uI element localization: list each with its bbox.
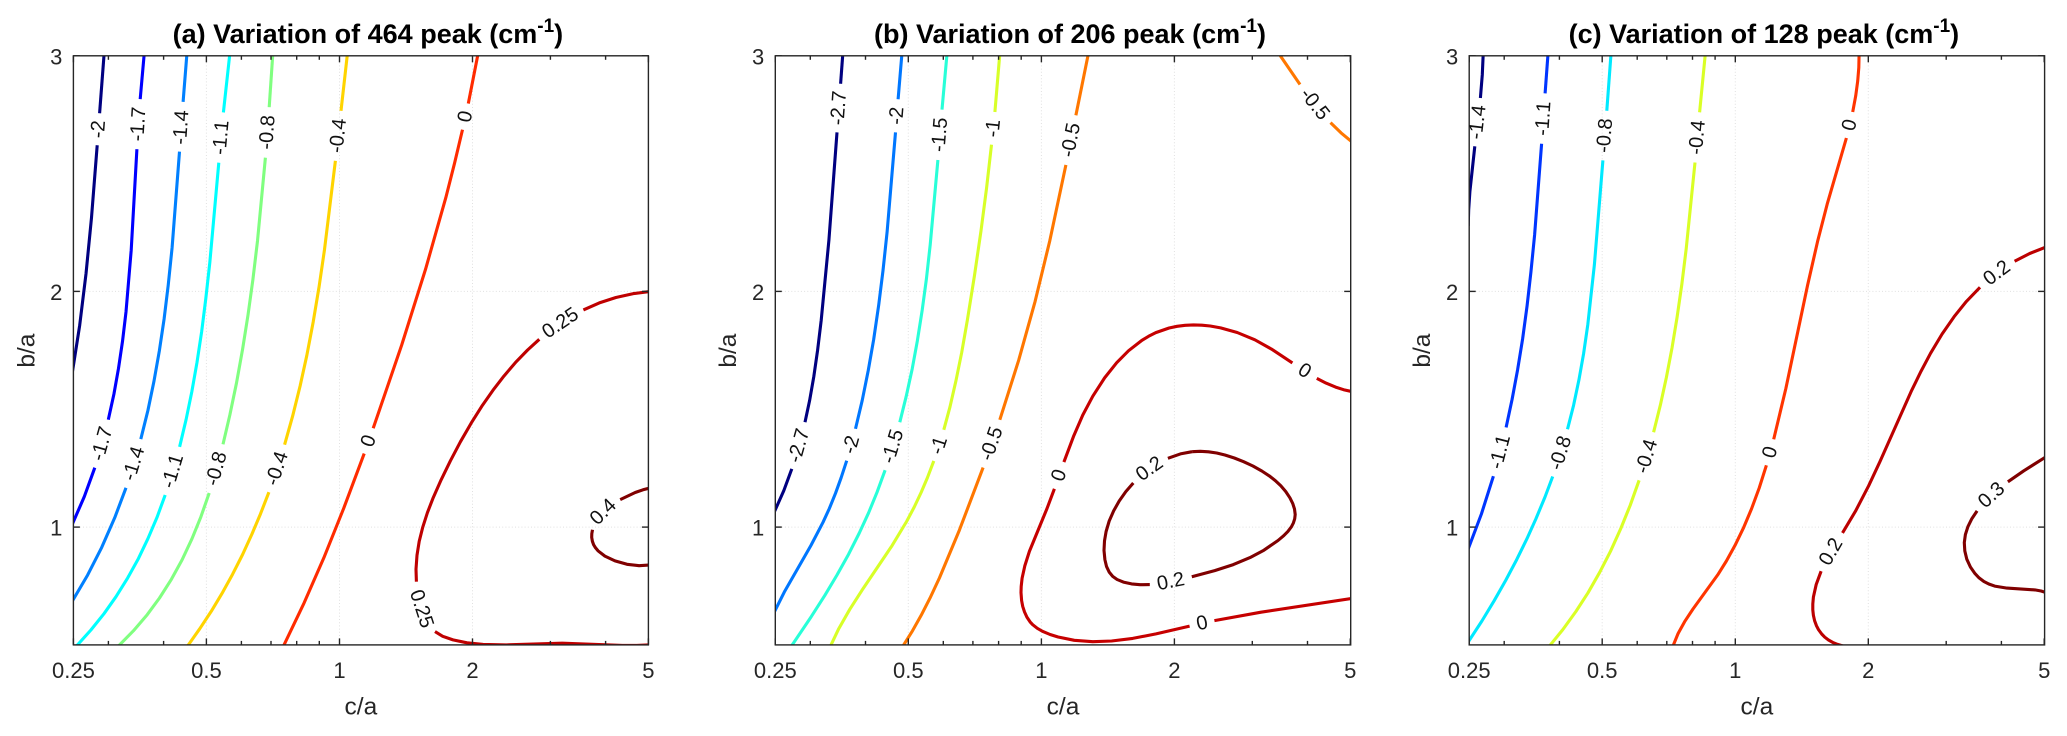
svg-text:-0.8: -0.8 (255, 114, 280, 150)
svg-text:-1.1: -1.1 (209, 119, 234, 155)
svg-text:(b) Variation of 206 peak (cm-: (b) Variation of 206 peak (cm-1) (874, 16, 1266, 49)
svg-text:-1: -1 (981, 118, 1005, 138)
svg-text:2: 2 (1168, 658, 1180, 683)
svg-text:0.2: 0.2 (1155, 568, 1187, 595)
svg-text:2: 2 (1446, 280, 1458, 305)
svg-text:-2: -2 (87, 120, 110, 139)
svg-text:0.25: 0.25 (52, 658, 95, 683)
svg-text:1: 1 (1035, 658, 1047, 683)
svg-text:0: 0 (1194, 611, 1210, 635)
svg-text:c/a: c/a (1047, 694, 1080, 721)
svg-text:2: 2 (1862, 658, 1874, 683)
svg-text:-1.7: -1.7 (126, 106, 150, 142)
svg-text:3: 3 (1446, 44, 1458, 69)
svg-text:b/a: b/a (715, 333, 742, 367)
svg-text:c/a: c/a (1741, 694, 1774, 721)
svg-text:0.25: 0.25 (754, 658, 797, 683)
svg-text:-1: -1 (926, 434, 952, 458)
svg-text:-0.4: -0.4 (1685, 119, 1710, 155)
svg-text:-1.1: -1.1 (1531, 101, 1555, 137)
svg-text:c/a: c/a (345, 694, 378, 721)
svg-text:0.5: 0.5 (1587, 658, 1618, 683)
svg-text:0: 0 (454, 109, 478, 125)
svg-text:0: 0 (1838, 117, 1862, 133)
svg-text:1: 1 (50, 516, 62, 541)
svg-text:5: 5 (2038, 658, 2050, 683)
svg-text:-0.4: -0.4 (325, 117, 351, 154)
svg-text:0.5: 0.5 (893, 658, 924, 683)
svg-text:-1.4: -1.4 (1465, 104, 1491, 141)
svg-text:-2.7: -2.7 (827, 90, 851, 126)
svg-text:0.5: 0.5 (191, 658, 222, 683)
svg-text:5: 5 (642, 658, 654, 683)
svg-text:1: 1 (1729, 658, 1741, 683)
svg-text:b/a: b/a (1409, 333, 1436, 367)
svg-text:(c) Variation of 128 peak (cm-: (c) Variation of 128 peak (cm-1) (1569, 16, 1960, 49)
svg-text:5: 5 (1344, 658, 1356, 683)
svg-text:-2: -2 (838, 433, 864, 456)
svg-text:1: 1 (752, 516, 764, 541)
svg-text:1: 1 (333, 658, 345, 683)
svg-text:2: 2 (752, 280, 764, 305)
svg-text:3: 3 (752, 44, 764, 69)
svg-text:0.25: 0.25 (1448, 658, 1491, 683)
svg-text:b/a: b/a (13, 333, 40, 367)
svg-text:2: 2 (50, 280, 62, 305)
svg-text:2: 2 (466, 658, 478, 683)
svg-text:-0.8: -0.8 (1593, 118, 1618, 154)
svg-text:(a) Variation of 464 peak (cm-: (a) Variation of 464 peak (cm-1) (173, 16, 564, 49)
svg-text:-2: -2 (885, 106, 908, 125)
svg-text:1: 1 (1446, 516, 1458, 541)
svg-text:3: 3 (50, 44, 62, 69)
svg-text:-1.4: -1.4 (169, 109, 193, 145)
svg-text:-1.5: -1.5 (928, 117, 953, 153)
